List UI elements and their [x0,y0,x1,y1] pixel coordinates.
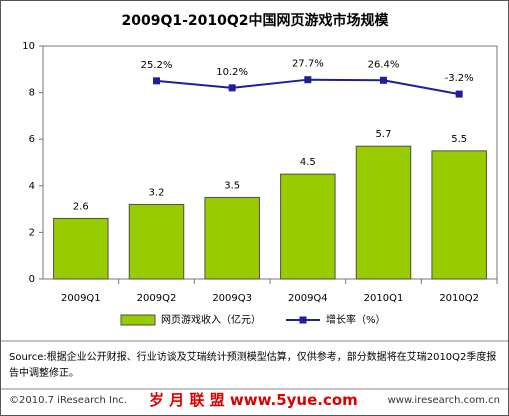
line-label: 10.2% [216,67,248,78]
bar-label: 3.2 [149,187,165,198]
line-label: 27.7% [292,59,324,70]
line-marker [455,90,463,98]
bar-label: 5.7 [376,129,392,140]
x-tick-label: 2010Q1 [364,293,404,304]
legend-swatch [120,314,156,326]
bar-label: 5.5 [451,134,467,145]
watermark: 岁 月 联 盟 www.5yue.com [149,391,358,409]
line-label: 25.2% [141,60,173,71]
y-tick-label: 10 [22,41,35,52]
y-tick-label: 0 [29,274,35,285]
x-tick-label: 2009Q2 [137,293,177,304]
bar [431,150,487,280]
bar [204,196,260,280]
bar [355,145,412,280]
y-tick-label: 4 [29,181,35,192]
legend-label: 增长率（%） [326,313,386,326]
copyright: ©2010.7 iResearch Inc. [9,395,127,406]
line-label: 26.4% [368,59,400,70]
line-marker [304,76,312,84]
chart-title: 2009Q1-2010Q2中国网页游戏市场规模 [121,12,389,29]
bar [280,173,336,280]
bar-label: 2.6 [73,201,89,212]
bar [128,203,185,280]
y-tick-label: 6 [29,134,35,145]
line-label: -3.2% [445,73,474,84]
plot-frame [42,45,498,280]
y-tick-label: 2 [29,227,35,238]
x-tick-label: 2010Q2 [439,293,479,304]
source-note: Source:根据企业公开财报、行业访谈及艾瑞统计预测模型估算，仅供参考，部分数… [9,352,497,379]
x-tick-label: 2009Q1 [61,293,101,304]
line-marker [228,84,236,92]
website: www.iresearch.com.cn [387,395,500,406]
y-tick-label: 8 [29,88,35,99]
line-marker [153,77,160,85]
legend-swatch [299,316,307,324]
x-tick-label: 2009Q4 [288,293,328,304]
bar-label: 4.5 [300,157,316,168]
bar [53,217,109,280]
x-tick-label: 2009Q3 [212,293,252,304]
line-marker [380,76,387,84]
bar-label: 3.5 [224,180,240,191]
legend-label: 网页游戏收入（亿元） [161,313,261,326]
